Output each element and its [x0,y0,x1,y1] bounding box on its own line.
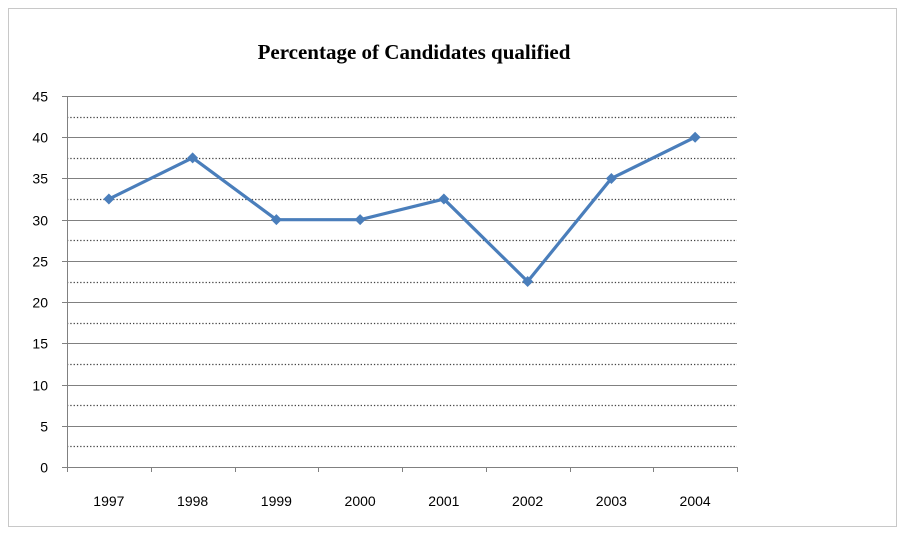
y-tick-label: 5 [40,419,48,435]
x-axis-ticks: 1997 1998 1999 2000 2001 2002 2003 2004 [67,467,738,509]
data-point-marker [354,214,366,226]
x-tick-label: 1998 [177,493,208,509]
x-tick-label: 2003 [596,493,627,509]
chart-title: Percentage of Candidates qualified [258,40,571,64]
x-tick-label: 2002 [512,493,543,509]
y-tick-label: 25 [32,254,48,270]
x-tick-label: 1997 [93,493,124,509]
x-tick-label: 2004 [680,493,711,509]
x-tick-label: 1999 [261,493,292,509]
data-point-marker [522,276,534,287]
data-point-marker [187,152,199,164]
y-axis-ticks: 0 5 10 15 20 25 30 35 40 45 [32,89,67,476]
series-line [108,135,696,284]
gridlines [67,96,737,448]
series-line-group [103,131,701,287]
chart-frame [8,8,897,527]
x-tick-label: 2000 [345,493,376,509]
data-point-marker [438,193,450,205]
x-tick-label: 2001 [428,493,459,509]
data-point-marker [270,214,282,226]
axes [67,96,737,468]
y-tick-label: 10 [32,378,48,394]
y-tick-label: 35 [32,171,48,187]
y-tick-label: 15 [32,336,48,352]
y-tick-label: 30 [32,213,48,229]
data-point-marker [605,172,617,184]
y-tick-label: 45 [32,89,48,105]
y-tick-label: 0 [40,460,48,476]
data-point-marker [103,193,115,205]
y-tick-label: 20 [32,295,48,311]
data-point-marker [689,131,701,143]
y-tick-label: 40 [32,130,48,146]
